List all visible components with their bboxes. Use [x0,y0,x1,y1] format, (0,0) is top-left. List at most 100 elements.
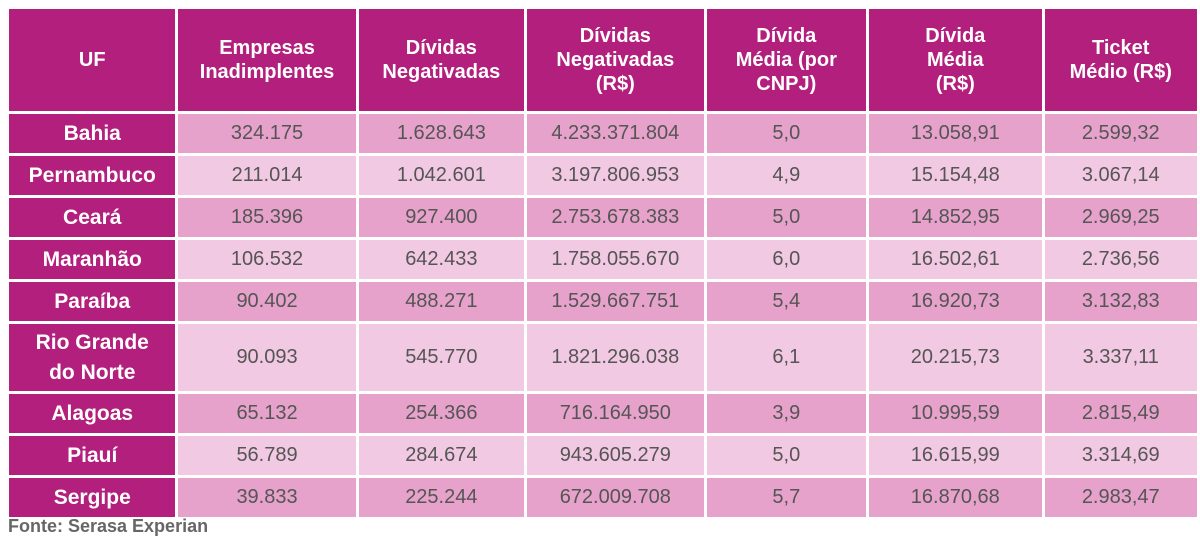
column-header: Empresas Inadimplentes [178,9,356,111]
table-cell: 4,9 [706,156,867,195]
table-cell: 5,0 [706,114,867,153]
table-cell: 5,0 [706,198,867,237]
table-row: Paraíba 90.402 488.271 1.529.667.751 5,4 16.9… [9,282,1197,321]
row-label: Ceará [9,198,176,237]
source-note: Fonte: Serasa Experian [8,516,209,536]
table-cell: 20.215,73 [869,324,1042,391]
table-cell: 3.197.806.953 [527,156,704,195]
table-cell: 545.770 [358,324,525,391]
table-row: Piauí 56.789 284.674 943.605.279 5,0 16.615,9… [9,436,1197,475]
column-header: Ticket Médio (R$) [1044,9,1197,111]
table-cell: 5,7 [706,478,867,517]
table-cell: 39.833 [178,478,356,517]
table-cell: 488.271 [358,282,525,321]
table-cell: 5,0 [706,436,867,475]
table-cell: 927.400 [358,198,525,237]
table-row: Ceará 185.396 927.400 2.753.678.383 5,0 14.85… [9,198,1197,237]
row-label-line: Paraíba [54,289,131,313]
table-cell: 90.402 [178,282,356,321]
table-cell: 672.009.708 [527,478,704,517]
column-header: Dívidas Negativadas (R$) [527,9,704,111]
data-table: UF Empresas Inadimplentes Dívidas Negativada… [6,6,1200,520]
column-header: UF [9,9,176,111]
table-cell: 2.983,47 [1044,478,1197,517]
table-cell: 15.154,48 [869,156,1042,195]
table-cell: 13.058,91 [869,114,1042,153]
row-label-line: do Norte [49,360,136,384]
table-cell: 1.628.643 [358,114,525,153]
table-cell: 716.164.950 [527,394,704,433]
column-header-line: Dívidas [579,25,651,47]
table-cell: 90.093 [178,324,356,391]
table-cell: 16.870,68 [869,478,1042,517]
table-cell: 3.337,11 [1044,324,1197,391]
column-header-line: Negativadas [382,61,501,83]
row-label-line: Maranhão [42,247,142,271]
table-cell: 16.502,61 [869,240,1042,279]
table-cell: 6,0 [706,240,867,279]
table-cell: 1.758.055.670 [527,240,704,279]
table-cell: 4.233.371.804 [527,114,704,153]
table-cell: 254.366 [358,394,525,433]
row-label: Rio Grande do Norte [9,324,176,391]
column-header-line: Médio (R$) [1069,61,1172,83]
column-header-line: Dívida [925,25,986,47]
column-header-line: UF [78,49,106,71]
column-header-line: Média [926,49,984,71]
row-label: Alagoas [9,394,176,433]
column-header-line: (R$) [595,73,635,95]
row-label-line: Sergipe [53,485,131,509]
table-cell: 3.132,83 [1044,282,1197,321]
table-cell: 2.969,25 [1044,198,1197,237]
table-cell: 943.605.279 [527,436,704,475]
row-label-line: Rio Grande [35,330,149,354]
table-cell: 3.067,14 [1044,156,1197,195]
column-header: Dívidas Negativadas [358,9,525,111]
table-cell: 211.014 [178,156,356,195]
column-header-line: Ticket [1092,37,1150,59]
table-cell: 1.821.296.038 [527,324,704,391]
table-cell: 5,4 [706,282,867,321]
table-cell: 10.995,59 [869,394,1042,433]
row-label: Bahia [9,114,176,153]
table-cell: 16.920,73 [869,282,1042,321]
row-label-line: Piauí [67,443,118,467]
column-header-line: Dívidas [405,37,477,59]
table-cell: 65.132 [178,394,356,433]
table-cell: 2.599,32 [1044,114,1197,153]
table-cell: 16.615,99 [869,436,1042,475]
row-label-line: Alagoas [51,401,134,425]
table-row: Sergipe 39.833 225.244 672.009.708 5,7 16.870… [9,478,1197,517]
table-row: Alagoas 65.132 254.366 716.164.950 3,9 10.995… [9,394,1197,433]
column-header-line: Média (por [735,49,837,71]
table-cell: 2.736,56 [1044,240,1197,279]
table-row: Bahia 324.175 1.628.643 4.233.371.804 5,0 13.… [9,114,1197,153]
table-row: Pernambuco 211.014 1.042.601 3.197.806.953 4… [9,156,1197,195]
table-cell: 1.042.601 [358,156,525,195]
table-cell: 1.529.667.751 [527,282,704,321]
row-label-line: Pernambuco [28,163,156,187]
row-label-line: Ceará [63,205,122,229]
row-label: Sergipe [9,478,176,517]
column-header: Dívida Média (por CNPJ) [706,9,867,111]
table-cell: 324.175 [178,114,356,153]
column-header-line: Inadimplentes [199,61,335,83]
table-row: Rio Grande do Norte 90.093 545.770 1.821.296… [9,324,1197,391]
table-cell: 3.314,69 [1044,436,1197,475]
header-row: UF Empresas Inadimplentes Dívidas Negativada… [9,9,1197,111]
column-header-line: Negativadas [556,49,675,71]
row-label: Pernambuco [9,156,176,195]
table-cell: 284.674 [358,436,525,475]
table-cell: 2.753.678.383 [527,198,704,237]
table-cell: 642.433 [358,240,525,279]
row-label: Paraíba [9,282,176,321]
column-header-line: CNPJ) [756,73,817,95]
table-cell: 3,9 [706,394,867,433]
table-cell: 56.789 [178,436,356,475]
table-cell: 14.852,95 [869,198,1042,237]
table-cell: 6,1 [706,324,867,391]
column-header-line: Empresas [219,37,315,59]
row-label: Piauí [9,436,176,475]
table-cell: 185.396 [178,198,356,237]
row-label-line: Bahia [63,121,121,145]
